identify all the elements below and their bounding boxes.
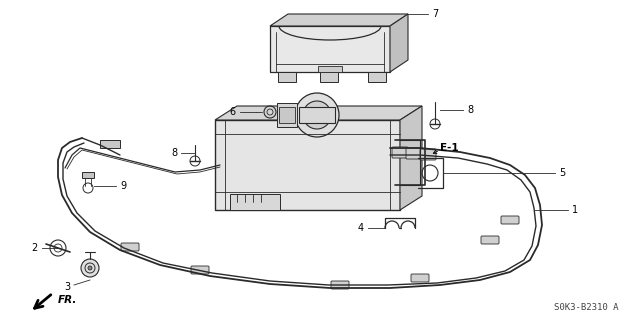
Polygon shape (270, 14, 408, 26)
Text: S0K3-B2310 A: S0K3-B2310 A (554, 302, 618, 311)
Polygon shape (390, 14, 408, 72)
Text: 1: 1 (572, 205, 578, 215)
Text: 6: 6 (230, 107, 236, 117)
Bar (299, 107, 335, 123)
Polygon shape (215, 106, 422, 120)
FancyBboxPatch shape (481, 236, 499, 244)
Text: 8: 8 (467, 105, 473, 115)
Bar (318, 66, 342, 72)
Text: 8: 8 (171, 148, 177, 158)
Text: FR.: FR. (58, 295, 77, 305)
Text: 3: 3 (64, 282, 70, 292)
FancyBboxPatch shape (191, 266, 209, 274)
Bar (82, 172, 94, 178)
Circle shape (88, 266, 92, 270)
Bar (278, 72, 296, 82)
FancyBboxPatch shape (392, 147, 408, 158)
Circle shape (311, 109, 323, 121)
Circle shape (81, 259, 99, 277)
Bar (277, 103, 297, 127)
Polygon shape (400, 106, 422, 210)
Bar (320, 72, 338, 82)
Text: 2: 2 (32, 243, 38, 253)
FancyBboxPatch shape (501, 216, 519, 224)
Text: E-1: E-1 (440, 143, 459, 153)
Polygon shape (270, 26, 390, 72)
Text: 7: 7 (432, 9, 438, 19)
FancyBboxPatch shape (331, 281, 349, 289)
Text: 9: 9 (120, 181, 126, 191)
Bar (215, 120, 400, 210)
FancyBboxPatch shape (411, 274, 429, 282)
Circle shape (303, 101, 331, 129)
Bar (230, 194, 280, 210)
Circle shape (295, 93, 339, 137)
FancyBboxPatch shape (406, 148, 422, 159)
Bar (279, 107, 295, 123)
FancyBboxPatch shape (420, 149, 436, 160)
Bar (100, 140, 120, 148)
Bar (368, 72, 386, 82)
Text: 4: 4 (358, 223, 364, 233)
Text: 5: 5 (559, 168, 565, 178)
FancyBboxPatch shape (121, 243, 139, 251)
